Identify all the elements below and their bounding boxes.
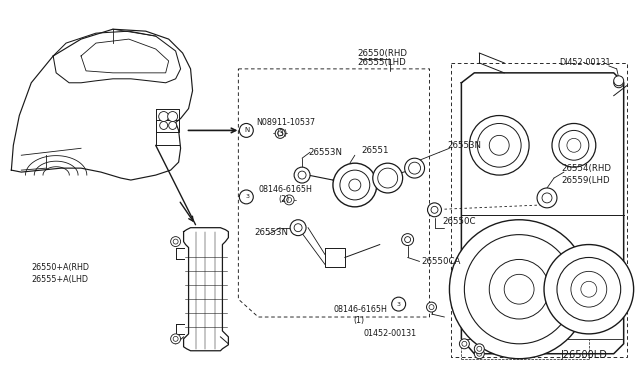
Circle shape [171,334,180,344]
Text: 26550(RHD: 26550(RHD [358,48,408,58]
Text: 26553N: 26553N [447,141,481,150]
Text: 26555+A(LHD: 26555+A(LHD [31,275,88,284]
Circle shape [614,78,623,88]
Text: 3: 3 [245,195,250,199]
Circle shape [429,305,434,310]
Circle shape [294,167,310,183]
Text: 08146-6165H: 08146-6165H [259,186,312,195]
Circle shape [333,163,377,207]
Circle shape [559,131,589,160]
Circle shape [469,116,529,175]
Circle shape [239,124,253,137]
Text: 26553N: 26553N [254,228,288,237]
Text: (2): (2) [278,195,289,204]
Circle shape [159,112,169,122]
Circle shape [489,259,549,319]
Text: 26553N: 26553N [308,148,342,157]
Circle shape [616,80,621,85]
Circle shape [173,239,178,244]
Circle shape [372,163,403,193]
Circle shape [426,302,436,312]
Circle shape [477,346,482,351]
Circle shape [428,203,442,217]
Circle shape [477,351,482,356]
Circle shape [465,235,574,344]
Circle shape [169,122,177,129]
Text: N08911-10537: N08911-10537 [256,118,316,127]
Circle shape [278,131,283,136]
Circle shape [349,179,361,191]
Circle shape [392,297,406,311]
Circle shape [449,220,589,359]
Text: 26559(LHD: 26559(LHD [561,176,609,185]
Text: Dl452-00131: Dl452-00131 [559,58,611,67]
Circle shape [408,162,420,174]
Text: (3): (3) [276,129,287,138]
Circle shape [542,193,552,203]
Text: (1): (1) [354,317,365,326]
Circle shape [298,171,306,179]
Circle shape [460,339,469,349]
Text: 08146-6165H: 08146-6165H [334,305,388,314]
Text: 3: 3 [397,302,401,307]
Circle shape [275,128,285,138]
Circle shape [504,274,534,304]
Circle shape [239,190,253,204]
Text: 01452-00131: 01452-00131 [364,329,417,339]
Circle shape [567,138,581,152]
Text: 26550CA: 26550CA [422,257,461,266]
Circle shape [290,220,306,235]
Circle shape [173,336,178,341]
Circle shape [402,234,413,246]
Circle shape [544,244,634,334]
Circle shape [294,224,302,232]
Circle shape [431,206,438,213]
Text: J26500LD: J26500LD [561,350,608,360]
Circle shape [284,195,294,205]
Text: 26550C: 26550C [442,217,476,226]
Circle shape [340,170,370,200]
Circle shape [378,168,397,188]
Circle shape [537,188,557,208]
Circle shape [462,341,467,346]
Circle shape [614,76,623,86]
Circle shape [474,349,484,359]
Text: 26555(LHD: 26555(LHD [358,58,406,67]
Circle shape [168,112,178,122]
Circle shape [581,281,596,297]
Circle shape [404,158,424,178]
Circle shape [489,135,509,155]
Circle shape [477,124,521,167]
Text: 26550+A(RHD: 26550+A(RHD [31,263,89,272]
Circle shape [287,198,292,202]
Circle shape [474,344,484,354]
Circle shape [160,122,168,129]
Circle shape [171,237,180,247]
Circle shape [552,124,596,167]
Text: N: N [244,128,250,134]
Text: 26551: 26551 [362,146,389,155]
Circle shape [404,237,411,243]
Circle shape [557,257,621,321]
Circle shape [571,271,607,307]
Text: 26554(RHD: 26554(RHD [561,164,611,173]
